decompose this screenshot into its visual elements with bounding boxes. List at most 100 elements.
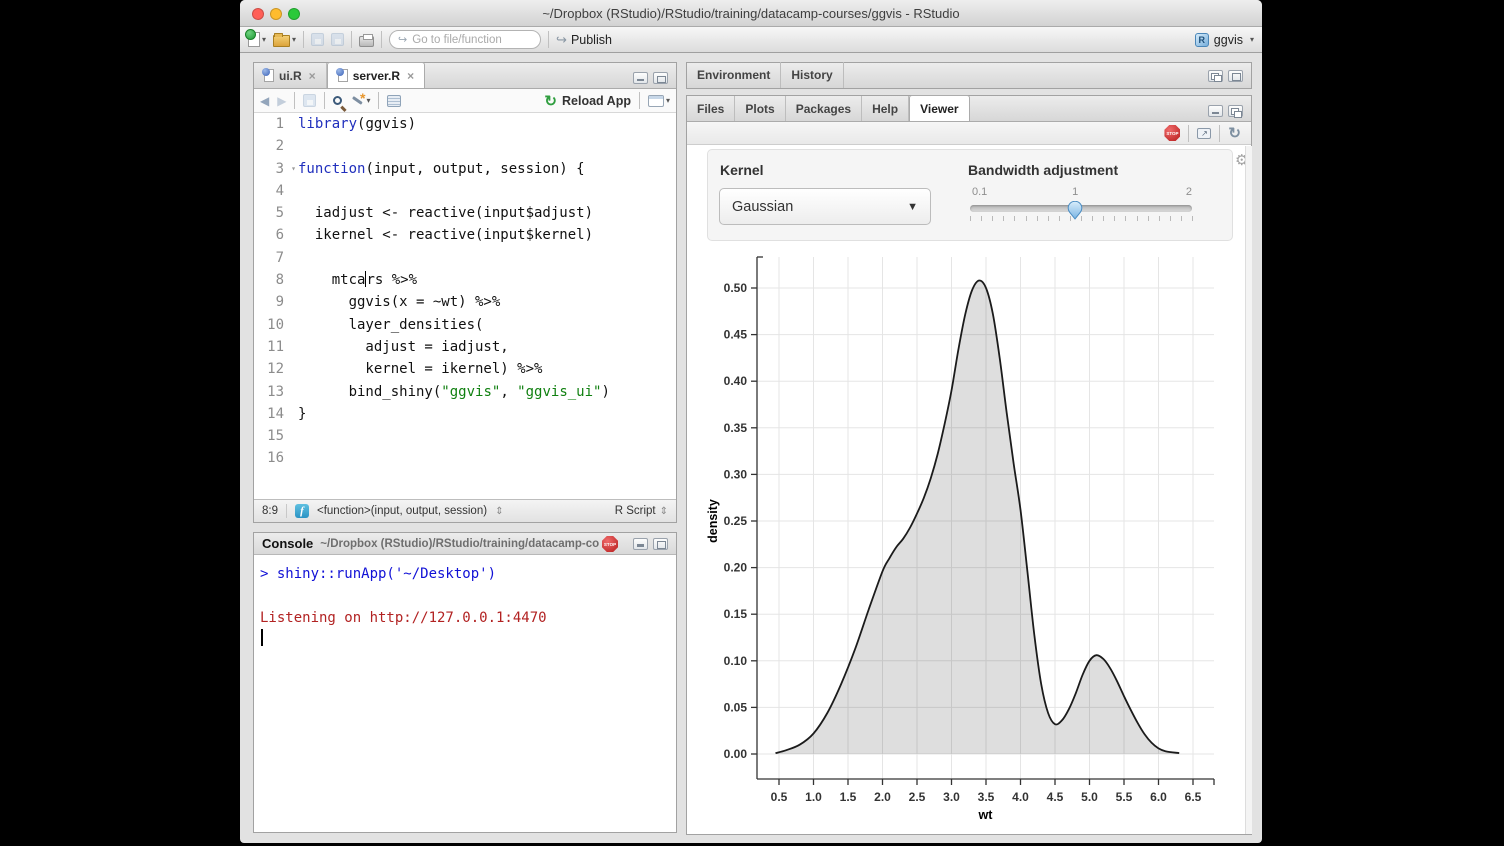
forward-icon[interactable]: ▶ bbox=[277, 93, 287, 108]
code-token: "ggvis_ui" bbox=[517, 383, 602, 400]
goto-file-input[interactable]: ↪ Go to file/function bbox=[389, 30, 542, 49]
line-number: 1 bbox=[275, 116, 284, 132]
code-line[interactable]: 12 kernel = ikernel) %>% bbox=[254, 358, 676, 380]
open-in-new-window-button[interactable]: ↗ bbox=[1197, 127, 1212, 139]
close-icon[interactable]: × bbox=[407, 68, 415, 83]
print-button[interactable] bbox=[359, 33, 375, 47]
reload-app-button[interactable]: ↻ Reload App bbox=[544, 92, 631, 110]
maximize-pane-button[interactable] bbox=[653, 537, 668, 550]
tab-ui-r[interactable]: ui.R × bbox=[254, 63, 327, 88]
chevron-down-icon: ▾ bbox=[366, 96, 371, 105]
code-line[interactable]: 14} bbox=[254, 403, 676, 425]
code-line[interactable]: 6 ikernel <- reactive(input$kernel) bbox=[254, 224, 676, 246]
project-menu-button[interactable]: R ggvis ▾ bbox=[1194, 32, 1254, 47]
y-tick-label: 0.20 bbox=[724, 561, 748, 575]
scope-selector[interactable]: <function>(input, output, session) bbox=[317, 505, 488, 517]
x-tick-label: 6.5 bbox=[1185, 790, 1202, 804]
tab-help[interactable]: Help bbox=[862, 96, 910, 121]
code-line[interactable]: 5 iadjust <- reactive(input$adjust) bbox=[254, 202, 676, 224]
tab-environment[interactable]: Environment bbox=[687, 62, 782, 88]
x-tick-label: 5.0 bbox=[1081, 790, 1098, 804]
publish-button[interactable]: ↪ Publish bbox=[556, 32, 612, 48]
maximize-pane-button[interactable] bbox=[1228, 69, 1243, 82]
fold-arrow-icon[interactable]: ▾ bbox=[291, 163, 296, 173]
close-icon[interactable]: × bbox=[308, 68, 316, 83]
console-line: > shiny::runApp('~/Desktop') bbox=[260, 566, 497, 582]
code-line[interactable]: 1 library(ggvis) bbox=[254, 113, 676, 135]
file-type-selector[interactable]: R Script bbox=[614, 505, 656, 517]
restore-pane-button[interactable] bbox=[1208, 69, 1223, 82]
x-tick-label: 5.5 bbox=[1116, 790, 1133, 804]
slider-tick bbox=[1136, 216, 1138, 221]
y-tick-label: 0.15 bbox=[724, 607, 748, 621]
chevron-down-icon[interactable]: ▾ bbox=[262, 35, 267, 44]
kernel-select[interactable]: Gaussian ▼ bbox=[719, 188, 931, 225]
code-line[interactable]: 8 mtcars %>% bbox=[254, 269, 676, 291]
tab-plots[interactable]: Plots bbox=[735, 96, 786, 121]
save-button[interactable] bbox=[311, 33, 325, 46]
stop-viewer-button[interactable]: STOP bbox=[1164, 125, 1181, 141]
back-icon[interactable]: ◀ bbox=[260, 93, 270, 108]
viewer-scrollbar[interactable] bbox=[1245, 146, 1252, 834]
slider-track[interactable] bbox=[970, 200, 1192, 220]
tab-packages[interactable]: Packages bbox=[786, 96, 863, 121]
viewer-toolbar: STOP ↗ ↻ bbox=[687, 122, 1251, 145]
save-all-button[interactable] bbox=[331, 33, 345, 46]
line-number: 9 bbox=[275, 294, 284, 311]
stop-app-button[interactable]: STOP bbox=[602, 536, 618, 552]
maximize-pane-button[interactable] bbox=[653, 72, 668, 84]
code-line[interactable]: 9 ggvis(x = ~wt) %>% bbox=[254, 291, 676, 313]
zoom-window-button[interactable] bbox=[288, 7, 300, 20]
source-pane-menu-button[interactable]: ▾ bbox=[647, 94, 670, 107]
y-tick-label: 0.30 bbox=[724, 467, 748, 481]
x-tick-label: 1.0 bbox=[805, 790, 822, 804]
y-tick-label: 0.40 bbox=[724, 374, 748, 388]
search-icon[interactable] bbox=[333, 96, 343, 105]
open-file-button[interactable]: ▾ bbox=[273, 32, 297, 47]
compile-notebook-icon[interactable] bbox=[387, 94, 402, 107]
chevron-down-icon[interactable]: ▾ bbox=[292, 35, 297, 44]
code-tools-button[interactable]: ▾ bbox=[350, 90, 371, 108]
code-line[interactable]: 15 bbox=[254, 425, 676, 447]
code-line[interactable]: 7 bbox=[254, 247, 676, 269]
tab-viewer[interactable]: Viewer bbox=[909, 95, 970, 121]
title-bar[interactable]: ~/Dropbox (RStudio)/RStudio/training/dat… bbox=[240, 0, 1262, 27]
minimize-pane-button[interactable] bbox=[633, 72, 648, 84]
popout-arrow-icon: ↗ bbox=[1201, 128, 1208, 138]
line-number: 10 bbox=[267, 316, 284, 333]
console-output[interactable]: > shiny::runApp('~/Desktop') Listening o… bbox=[254, 555, 676, 654]
save-source-button[interactable] bbox=[303, 94, 317, 107]
code-line[interactable]: 13 bind_shiny("ggvis", "ggvis_ui") bbox=[254, 381, 676, 403]
restore-pane-button[interactable] bbox=[1228, 105, 1243, 118]
chevron-down-icon: ▾ bbox=[665, 96, 670, 105]
close-window-button[interactable] bbox=[252, 7, 264, 20]
slider-tick bbox=[992, 216, 994, 221]
reload-icon: ↻ bbox=[544, 92, 557, 110]
code-line[interactable]: 3 ▾ function(input, output, session) { bbox=[254, 158, 676, 180]
open-folder-icon bbox=[273, 32, 291, 47]
slider-tick bbox=[1158, 216, 1160, 221]
code-editor[interactable]: 1 library(ggvis) 2 3 ▾ function(input, output… bbox=[254, 113, 676, 499]
slider-tick bbox=[1169, 216, 1171, 221]
tab-files[interactable]: Files bbox=[687, 96, 736, 121]
console-pane: Console ~/Dropbox (RStudio)/RStudio/trai… bbox=[253, 532, 677, 833]
console-title: Console bbox=[262, 536, 314, 551]
slider-min-label: 0.1 bbox=[972, 186, 988, 198]
minimize-pane-button[interactable] bbox=[633, 537, 648, 550]
code-line[interactable]: 10 layer_densities( bbox=[254, 314, 676, 336]
minimize-pane-button[interactable] bbox=[1208, 105, 1223, 117]
slider-tick bbox=[1114, 216, 1116, 221]
tab-server-r[interactable]: server.R × bbox=[326, 62, 426, 88]
refresh-viewer-button[interactable]: ↻ bbox=[1228, 125, 1241, 142]
code-line[interactable]: 4 bbox=[254, 180, 676, 202]
new-file-button[interactable]: ▾ bbox=[245, 29, 267, 47]
y-tick-label: 0.45 bbox=[724, 328, 748, 342]
minimize-window-button[interactable] bbox=[270, 7, 282, 20]
code-line[interactable]: 2 bbox=[254, 135, 676, 157]
toolbar-separator bbox=[294, 92, 296, 109]
tab-history[interactable]: History bbox=[781, 62, 844, 88]
code-line[interactable]: 16 bbox=[254, 447, 676, 469]
code-line[interactable]: 11 adjust = iadjust, bbox=[254, 336, 676, 358]
slider-handle[interactable] bbox=[1067, 200, 1083, 225]
